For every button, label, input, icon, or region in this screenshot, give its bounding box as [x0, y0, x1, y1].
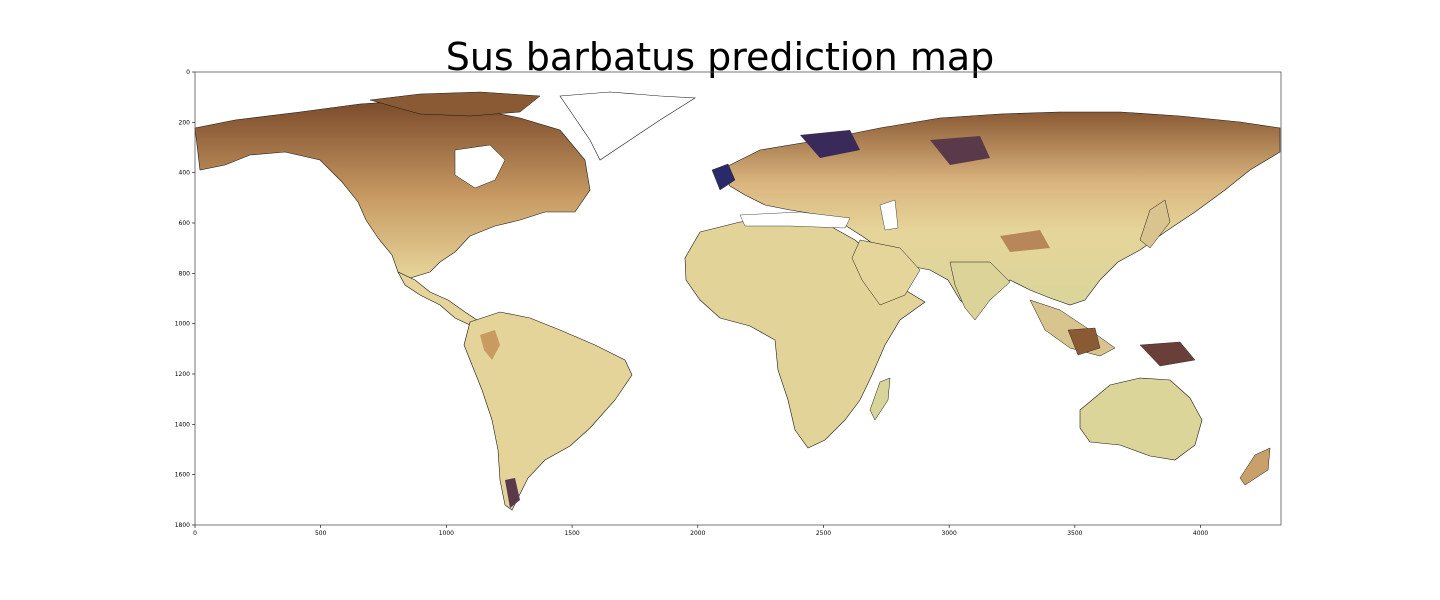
x-tick-label: 0: [193, 530, 197, 537]
patagonia-highlight: [505, 478, 520, 508]
y-tick-label: 1400: [175, 421, 190, 428]
y-tick-label: 1800: [175, 522, 190, 529]
y-tick-label: 800: [179, 270, 191, 277]
land-new-guinea: [1139, 341, 1196, 367]
y-axis: 0 200 400 600 800 1000 1200 1400 1600 1800: [175, 69, 195, 529]
land-borneo: [1067, 327, 1101, 356]
x-tick-label: 3000: [942, 530, 957, 537]
siberia-dark-patch: [800, 130, 860, 158]
y-tick-label: 1600: [175, 472, 190, 479]
x-tick-label: 1000: [439, 530, 454, 537]
x-tick-label: 2500: [816, 530, 831, 537]
plot-frame: [194, 71, 1282, 526]
land-madagascar: [869, 377, 891, 421]
land-north-america: [194, 99, 591, 279]
y-tick-label: 0: [186, 69, 190, 76]
x-tick-label: 2000: [690, 530, 705, 537]
land-south-america: [463, 311, 633, 511]
y-tick-label: 200: [179, 119, 191, 126]
land-arabia: [851, 239, 921, 306]
y-tick-label: 1000: [175, 321, 190, 328]
land-british-isles: [711, 163, 736, 191]
land-arctic-islands: [369, 91, 541, 117]
y-tick-label: 1200: [175, 371, 190, 378]
andes-highlight: [480, 330, 500, 360]
land-new-zealand: [1239, 447, 1271, 486]
land-greenland: [559, 91, 696, 161]
land-eurasia: [719, 111, 1281, 313]
land-central-america: [397, 271, 481, 327]
land-japan: [1139, 199, 1171, 249]
land-india: [949, 261, 1011, 321]
y-tick-label: 600: [179, 220, 191, 227]
x-tick-label: 3500: [1067, 530, 1082, 537]
mediterranean-sea: [739, 211, 851, 229]
map-plot-area: [194, 91, 1281, 511]
tibet-highlight: [1000, 230, 1050, 252]
caspian-sea: [879, 199, 899, 231]
land-australia: [1079, 377, 1203, 461]
x-tick-label: 4000: [1193, 530, 1208, 537]
x-tick-label: 500: [315, 530, 327, 537]
x-axis: 0 500 1000 1500 2000 2500 3000 3500 4000: [193, 525, 1208, 537]
hudson-bay: [454, 144, 506, 189]
land-southeast-asia: [1029, 299, 1116, 357]
siberia-dark-patch-2: [930, 136, 990, 165]
x-tick-label: 1500: [564, 530, 579, 537]
y-tick-label: 400: [179, 170, 191, 177]
